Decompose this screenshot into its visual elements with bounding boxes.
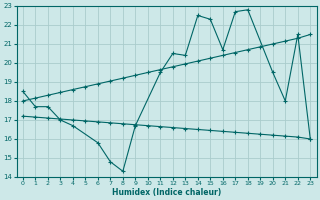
X-axis label: Humidex (Indice chaleur): Humidex (Indice chaleur) <box>112 188 221 197</box>
